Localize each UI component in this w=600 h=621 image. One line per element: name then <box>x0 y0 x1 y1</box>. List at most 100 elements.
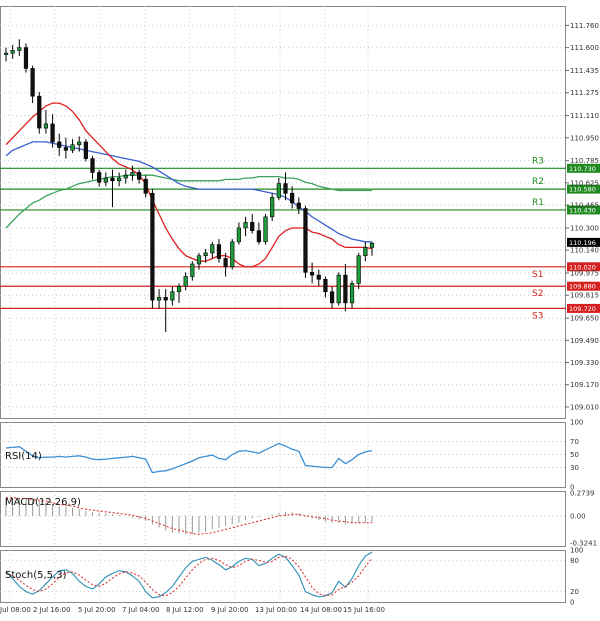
candle-body <box>117 177 122 182</box>
rsi-tick-label: 30 <box>570 464 579 472</box>
candles <box>3 39 375 332</box>
price-tick-label: 109.010 <box>570 403 599 411</box>
level-label-s2: S2 <box>532 289 543 299</box>
time-tick-label: 5 Jul 20:00 <box>78 606 116 614</box>
candle-body <box>356 255 361 284</box>
stoch-d-line <box>5 555 373 597</box>
moving-averages <box>5 102 373 268</box>
stoch-label: Stoch(5,5,3) <box>5 570 67 581</box>
price-tick-label: 110.140 <box>570 247 599 255</box>
candle-body <box>3 52 9 55</box>
candle-body <box>270 197 275 218</box>
price-tick-label: 110.785 <box>570 157 599 165</box>
rsi-tick-label: 100 <box>570 419 583 427</box>
candle-body <box>203 252 208 256</box>
candle-body <box>236 227 242 243</box>
macd-label: MACD(12,26,9) <box>5 497 81 508</box>
macd-tick-label: 0.2739 <box>570 490 595 498</box>
candle-body <box>37 95 42 129</box>
time-axis: Jul 08:00 2 Jul 16:00 5 Jul 20:00 7 Jul 04:… <box>0 606 385 614</box>
time-tick-label: 15 Jul 16:00 <box>343 606 385 614</box>
level-tag-s3: 109.720 <box>569 305 596 313</box>
price-tick-label: 111.600 <box>570 44 599 52</box>
macd-signal-line <box>6 497 372 535</box>
panel-frame <box>0 491 566 547</box>
level-label-s1: S1 <box>532 270 543 280</box>
candle-body <box>263 216 268 243</box>
price-tick-label: 109.330 <box>570 359 599 367</box>
candle-body <box>23 47 29 69</box>
candle-body <box>150 192 155 301</box>
rsi-label: RSI(14) <box>5 451 42 462</box>
level-tag-bg <box>567 163 600 173</box>
candle-body <box>363 247 368 256</box>
candle-body <box>303 208 308 273</box>
level-tag-bg <box>567 262 600 272</box>
level-tag-bg <box>567 281 600 291</box>
candle-body <box>10 50 15 54</box>
candle-body <box>256 230 261 243</box>
current-price-tag-bg <box>567 237 600 247</box>
rsi-tick-label: 50 <box>570 451 579 459</box>
price-tick-label: 111.275 <box>570 89 599 97</box>
stoch-tick-label: 20 <box>570 588 579 596</box>
candle-body <box>210 244 215 254</box>
level-tag-r1: 110.430 <box>569 206 596 214</box>
candle-body <box>369 242 375 248</box>
price-tick-label: 110.465 <box>570 202 599 210</box>
time-tick-label: Jul 08:00 <box>0 606 31 614</box>
stoch-tick-label: 0 <box>570 599 574 607</box>
price-tick-label: 111.760 <box>570 22 599 30</box>
current-price-tag: 110.196 <box>569 239 596 247</box>
level-tag-s2: 109.880 <box>569 283 596 291</box>
panel-frame <box>0 422 566 488</box>
candle-body <box>329 291 335 304</box>
time-tick-label: 2 Jul 16:00 <box>33 606 71 614</box>
candle-body <box>243 222 248 229</box>
price-axis: 111.760 111.600 111.435 111.275 111.110 110.9… <box>566 22 600 411</box>
candle-body <box>50 123 55 143</box>
candle-body <box>143 179 148 194</box>
candle-body <box>296 202 301 209</box>
price-tick-label: 110.300 <box>570 224 599 232</box>
candle-body <box>276 183 281 198</box>
price-tick-label: 109.815 <box>570 292 599 300</box>
stoch-k-line <box>5 551 373 599</box>
candle-body <box>323 278 328 293</box>
time-tick-label: 7 Jul 04:00 <box>122 606 160 614</box>
macd-tick-label: 0.00 <box>570 513 586 521</box>
ma-blue-line <box>5 141 372 243</box>
candle-body <box>83 141 88 159</box>
candle-body <box>310 272 315 276</box>
time-tick-label: 8 Jul 12:00 <box>166 606 204 614</box>
candle-body <box>30 68 35 97</box>
level-label-r3: R3 <box>532 156 544 166</box>
candle-body <box>70 144 75 151</box>
panel-frame <box>0 550 566 603</box>
ma-red-line <box>5 102 373 268</box>
level-tag-bg <box>567 205 600 215</box>
candle-body <box>343 274 348 304</box>
candle-body <box>290 192 295 204</box>
time-tick-label: 13 Jul 00:00 <box>255 606 297 614</box>
candle-body <box>230 241 235 268</box>
time-tick-label: 9 Jul 20:00 <box>211 606 249 614</box>
candle-body <box>349 283 355 304</box>
candle-body <box>63 147 68 151</box>
price-tick-label: 110.950 <box>570 134 599 142</box>
level-tag-s1: 110.020 <box>569 263 596 271</box>
level-tag-bg <box>567 303 600 313</box>
ma-green-line <box>5 174 372 229</box>
candle-body <box>163 297 168 301</box>
candle-body <box>110 177 115 182</box>
candle-body <box>283 183 288 194</box>
price-tick-label: 111.435 <box>570 67 599 75</box>
panel-frame <box>0 6 566 419</box>
candle-body <box>17 47 22 51</box>
macd-tick-label: -0.3241 <box>570 540 597 548</box>
price-tick-label: 110.625 <box>570 179 599 187</box>
rsi-tick-label: 70 <box>570 438 579 446</box>
price-tick-label: 109.650 <box>570 315 599 323</box>
price-tick-label: 109.170 <box>570 381 599 389</box>
